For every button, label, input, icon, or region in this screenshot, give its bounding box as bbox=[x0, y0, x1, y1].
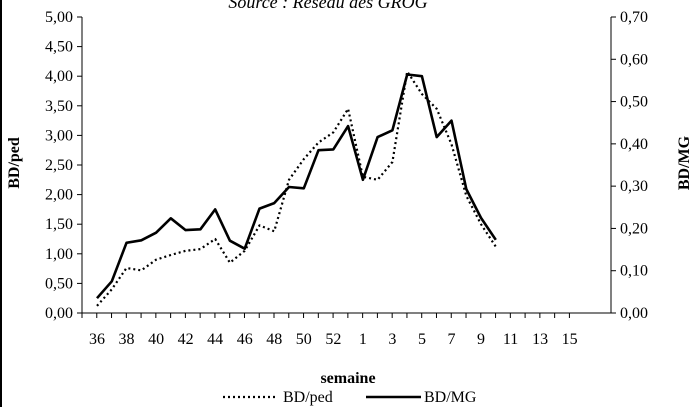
right-axis-ticks: 0,00 0,10 0,20 0,30 0,40 0,50 0,60 0,70 bbox=[611, 9, 648, 322]
left-tick-label: 4,00 bbox=[45, 68, 73, 85]
x-tick-label: 9 bbox=[477, 331, 485, 348]
x-tick-label: 13 bbox=[532, 331, 548, 348]
x-tick-label: 36 bbox=[89, 331, 105, 348]
x-tick-label: 48 bbox=[266, 331, 282, 348]
x-tick-label: 40 bbox=[148, 331, 164, 348]
left-tick-label: 3,00 bbox=[45, 127, 73, 144]
right-tick-label: 0,20 bbox=[620, 220, 648, 237]
series-group bbox=[96, 70, 497, 307]
left-axis-ticks: 0,00 0,50 1,00 1,50 2,00 2,50 3,00 3,50 4,00 4,50… bbox=[45, 9, 82, 322]
x-tick-label: 42 bbox=[178, 331, 194, 348]
x-tick-label: 3 bbox=[388, 331, 396, 348]
left-tick-label: 1,00 bbox=[45, 246, 73, 263]
x-tick-label: 46 bbox=[237, 331, 253, 348]
series-line-bd-mg bbox=[96, 73, 497, 300]
left-tick-label: 3,50 bbox=[45, 98, 73, 115]
right-tick-label: 0,00 bbox=[620, 305, 648, 322]
right-tick-label: 0,40 bbox=[620, 136, 648, 153]
x-tick-label: 50 bbox=[296, 331, 312, 348]
x-tick-label: 5 bbox=[418, 331, 426, 348]
y-left-axis-title: BD/ped bbox=[6, 137, 23, 189]
left-tick-label: 1,50 bbox=[45, 216, 73, 233]
x-tick-label: 52 bbox=[325, 331, 341, 348]
plot-area bbox=[81, 17, 612, 314]
x-tick-label: 38 bbox=[119, 331, 135, 348]
x-axis-title: semaine bbox=[320, 370, 375, 387]
right-tick-label: 0,50 bbox=[620, 94, 648, 111]
x-tick-label: 11 bbox=[503, 331, 518, 348]
left-tick-label: 0,00 bbox=[45, 305, 73, 322]
right-tick-label: 0,70 bbox=[620, 9, 648, 26]
left-tick-label: 5,00 bbox=[45, 9, 73, 26]
x-axis-ticks: 36 38 40 42 44 46 48 50 52 1 3 5 7 9 11 13 15 bbox=[81, 313, 578, 348]
right-tick-label: 0,60 bbox=[620, 51, 648, 68]
legend: BD/ped BD/MG bbox=[223, 389, 477, 406]
y-right-axis-title: BD/MG bbox=[676, 135, 693, 190]
left-tick-label: 0,50 bbox=[45, 275, 73, 292]
legend-label-bd-ped: BD/ped bbox=[283, 389, 333, 406]
right-tick-label: 0,10 bbox=[620, 263, 648, 280]
x-tick-label: 44 bbox=[207, 331, 223, 348]
chart-title: Source : Réseau des GROG bbox=[228, 0, 427, 12]
x-tick-label: 15 bbox=[562, 331, 578, 348]
x-tick-label: 7 bbox=[447, 331, 455, 348]
legend-label-bd-mg: BD/MG bbox=[424, 389, 477, 406]
x-tick-label: 1 bbox=[359, 331, 367, 348]
left-tick-label: 2,00 bbox=[45, 187, 73, 204]
left-tick-label: 4,50 bbox=[45, 39, 73, 56]
left-tick-label: 2,50 bbox=[45, 157, 73, 174]
right-tick-label: 0,30 bbox=[620, 178, 648, 195]
